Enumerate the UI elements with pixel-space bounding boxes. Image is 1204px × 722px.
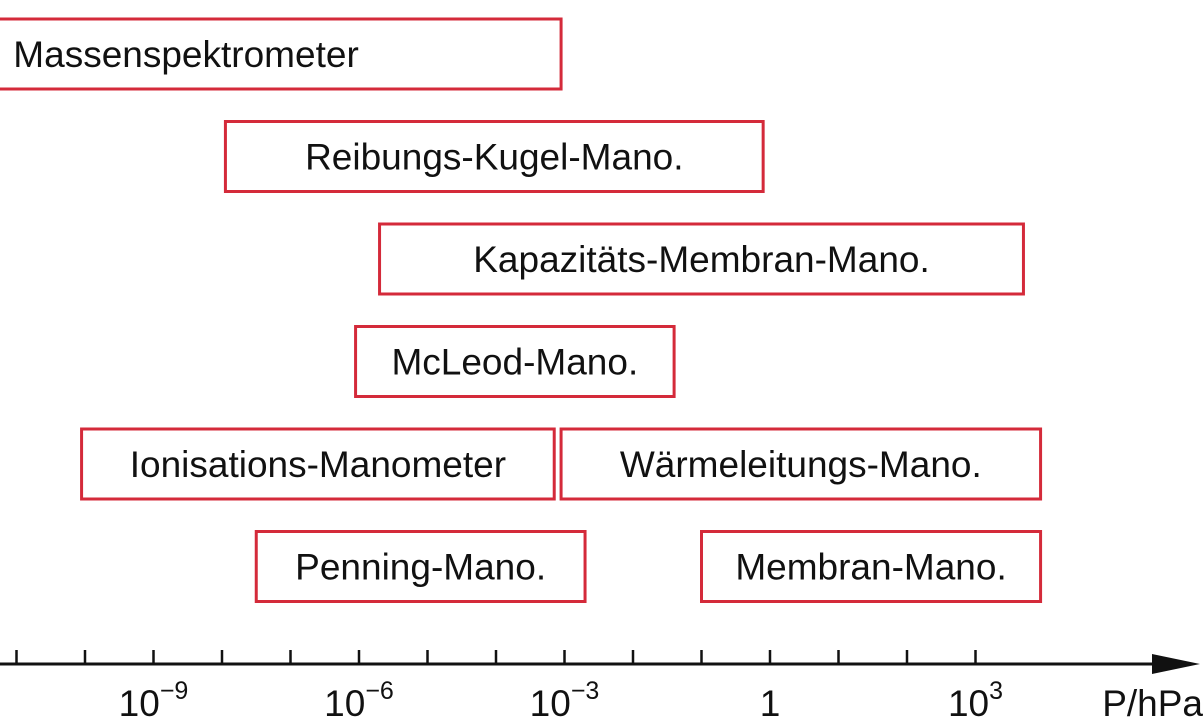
gauge-range-bar: Kapazitäts-Membran-Mano. [378,222,1025,296]
gauge-range-label: Reibungs-Kugel-Mano. [305,137,683,178]
tick-label-exponent: −9 [160,677,189,705]
gauge-range-label: Massenspektrometer [13,34,358,75]
tick-label-exponent: −3 [571,677,600,705]
tick-label-base: 1 [760,683,781,722]
gauge-range-bar: Membran-Mano. [700,530,1043,603]
gauge-range-box [559,427,1043,501]
x-axis-tick-label: 103 [948,677,1003,722]
x-axis-arrowhead [1152,654,1200,674]
pressure-axis: 10−9 10−6 10−3 1 103 P/hPa [0,650,1203,722]
gauge-range-box [80,427,556,501]
gauge-range-box [223,120,765,193]
gauge-range-bar: Massenspektrometer [0,17,563,91]
tick-label-base: 10 [324,683,365,722]
gauge-range-box [378,222,1025,296]
x-axis-tick-label: 10−3 [530,677,600,722]
gauge-range-bar: Wärmeleitungs-Mano. [559,427,1043,501]
x-axis-tick-labels: 10−9 10−6 10−3 1 103 [119,677,1003,722]
x-axis-tick-label: 10−6 [324,677,394,722]
x-axis-tick-label: 1 [760,683,781,722]
gauge-range-bars: Massenspektrometer Reibungs-Kugel-Mano. Ka… [0,17,1043,603]
tick-label-exponent: 3 [989,677,1003,705]
x-axis-unit-label: P/hPa [1102,683,1203,722]
gauge-range-label: Penning-Mano. [295,547,546,588]
tick-label-base: 10 [530,683,571,722]
gauge-range-label: Membran-Mano. [735,547,1006,588]
gauge-range-bar: McLeod-Mano. [354,325,676,398]
gauge-range-box [354,325,676,398]
tick-label-exponent: −6 [365,677,394,705]
gauge-range-label: McLeod-Mano. [391,342,638,383]
gauge-range-bar: Penning-Mano. [254,530,587,603]
gauge-range-bar: Reibungs-Kugel-Mano. [223,120,765,193]
gauge-range-label: Kapazitäts-Membran-Mano. [473,239,930,280]
x-axis-tick-label: 10−9 [119,677,189,722]
gauge-range-box [254,530,587,603]
gauge-range-label: Ionisations-Manometer [130,444,506,485]
gauge-range-label: Wärmeleitungs-Mano. [620,444,982,485]
gauge-range-bar: Ionisations-Manometer [80,427,556,501]
tick-label-base: 10 [119,683,160,722]
tick-label-base: 10 [948,683,989,722]
gauge-range-box [700,530,1043,603]
x-axis-ticks [15,650,977,664]
gauge-range-box [0,17,563,91]
